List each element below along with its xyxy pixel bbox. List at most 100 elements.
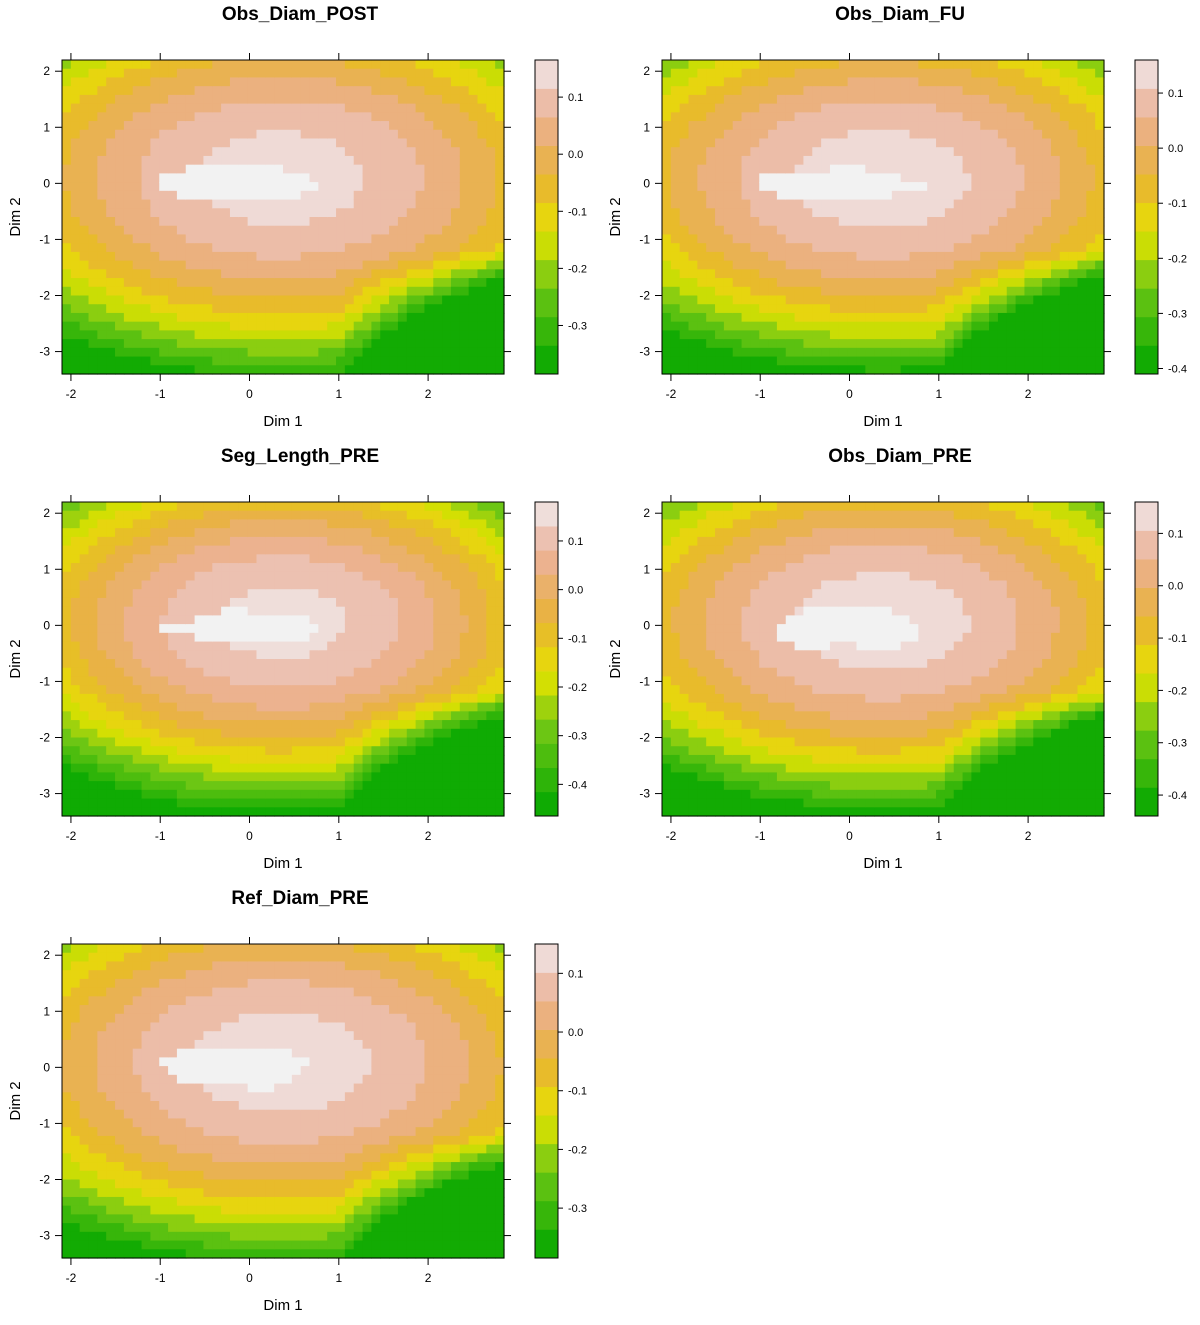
heatmap-cell bbox=[79, 103, 90, 113]
heatmap-cell bbox=[265, 615, 275, 625]
heatmap-cell bbox=[362, 278, 372, 288]
heatmap-cell bbox=[62, 659, 72, 669]
heatmap-cell bbox=[203, 519, 213, 529]
colorbar-band bbox=[535, 259, 558, 289]
heatmap-cell bbox=[318, 789, 328, 800]
heatmap-cell bbox=[1006, 208, 1017, 218]
heatmap-cell bbox=[732, 182, 743, 192]
heatmap-cell bbox=[212, 251, 222, 262]
heatmap-cell bbox=[971, 304, 981, 314]
heatmap-cell bbox=[123, 737, 134, 747]
heatmap-cell bbox=[838, 60, 849, 70]
heatmap-cell bbox=[812, 121, 822, 131]
heatmap-cell bbox=[433, 112, 443, 122]
heatmap-cell bbox=[459, 155, 470, 166]
heatmap-cell bbox=[79, 129, 90, 140]
heatmap-cell bbox=[309, 606, 319, 616]
heatmap-cell bbox=[1059, 103, 1070, 113]
heatmap-cell bbox=[1050, 321, 1061, 331]
heatmap-cell bbox=[274, 251, 284, 262]
heatmap-cell bbox=[115, 659, 125, 669]
heatmap-cell bbox=[265, 225, 275, 236]
heatmap-cell bbox=[353, 615, 364, 625]
heatmap-cell bbox=[389, 173, 399, 183]
heatmap-cell bbox=[274, 269, 284, 279]
heatmap-cell bbox=[97, 554, 107, 564]
heatmap-cell bbox=[115, 356, 125, 366]
heatmap-cell bbox=[741, 356, 751, 366]
heatmap-cell bbox=[997, 155, 1008, 166]
heatmap-cell bbox=[1015, 199, 1026, 209]
heatmap-cell bbox=[229, 528, 240, 538]
heatmap-cell bbox=[723, 347, 734, 358]
heatmap-cell bbox=[750, 138, 760, 148]
colorbar: 0.10.0-0.1-0.2-0.3 bbox=[534, 59, 587, 375]
heatmap-cell bbox=[486, 365, 496, 375]
heatmap-cell bbox=[670, 182, 681, 192]
heatmap-cell bbox=[123, 234, 134, 244]
heatmap-cell bbox=[247, 121, 258, 131]
heatmap-cell bbox=[176, 615, 187, 625]
heatmap-cell bbox=[97, 510, 107, 521]
heatmap-cell bbox=[874, 112, 884, 122]
heatmap-cell bbox=[300, 243, 311, 253]
heatmap-cell bbox=[318, 330, 328, 340]
heatmap-cell bbox=[883, 339, 893, 349]
heatmap-cell bbox=[106, 510, 116, 521]
heatmap-cell bbox=[495, 356, 505, 366]
heatmap-cell bbox=[486, 155, 496, 166]
heatmap-cell bbox=[989, 330, 999, 340]
colorbar-band bbox=[1135, 145, 1158, 175]
heatmap-cell bbox=[927, 147, 937, 157]
heatmap-cell bbox=[70, 641, 81, 651]
heatmap-cell bbox=[283, 807, 293, 817]
heatmap-cell bbox=[1050, 304, 1061, 314]
heatmap-cell bbox=[274, 365, 284, 375]
heatmap-cell bbox=[221, 251, 231, 262]
heatmap-cell bbox=[856, 112, 866, 122]
heatmap-cell bbox=[1006, 251, 1017, 262]
heatmap-cell bbox=[750, 164, 760, 174]
heatmap-cell bbox=[1068, 94, 1079, 105]
heatmap-cell bbox=[1086, 190, 1096, 201]
heatmap-cell bbox=[980, 251, 990, 262]
heatmap-cell bbox=[1015, 182, 1026, 192]
heatmap-cell bbox=[336, 60, 346, 70]
heatmap-cell bbox=[679, 286, 690, 297]
heatmap-cell bbox=[238, 615, 249, 625]
heatmap-cell bbox=[159, 597, 169, 608]
heatmap-cell bbox=[185, 339, 196, 349]
heatmap-cell bbox=[936, 164, 946, 174]
heatmap-cell bbox=[812, 339, 822, 349]
heatmap-cell bbox=[256, 312, 266, 323]
heatmap-cell bbox=[670, 225, 681, 236]
heatmap-cell bbox=[115, 685, 125, 695]
heatmap-cell bbox=[415, 147, 426, 157]
heatmap-cell bbox=[1068, 199, 1079, 209]
heatmap-cell bbox=[856, 129, 866, 140]
heatmap-cell bbox=[274, 129, 284, 140]
heatmap-cell bbox=[891, 121, 902, 131]
heatmap-cell bbox=[909, 312, 919, 323]
heatmap-cell bbox=[433, 225, 443, 236]
heatmap-cell bbox=[821, 182, 831, 192]
heatmap-cell bbox=[997, 260, 1008, 270]
heatmap-cell bbox=[980, 243, 990, 253]
heatmap-cell bbox=[88, 763, 98, 773]
heatmap-cell bbox=[238, 182, 249, 192]
heatmap-cell bbox=[327, 278, 337, 288]
heatmap-cell bbox=[353, 295, 364, 305]
heatmap-cell bbox=[1077, 286, 1087, 297]
heatmap-cell bbox=[495, 330, 505, 340]
heatmap-cell bbox=[176, 138, 187, 148]
heatmap-cell bbox=[70, 580, 81, 590]
heatmap-cell bbox=[424, 260, 434, 270]
heatmap-cell bbox=[344, 685, 355, 695]
colorbar-frame bbox=[1134, 59, 1159, 375]
heatmap-cell bbox=[362, 536, 372, 547]
heatmap-cell bbox=[238, 138, 249, 148]
heatmap-cell bbox=[768, 199, 778, 209]
heatmap-cell bbox=[927, 199, 937, 209]
heatmap-cell bbox=[829, 155, 840, 166]
heatmap-cell bbox=[679, 330, 690, 340]
